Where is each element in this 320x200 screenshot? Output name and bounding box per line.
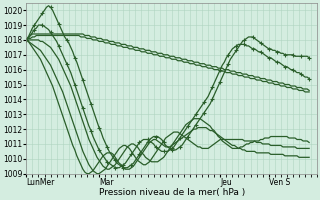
X-axis label: Pression niveau de la mer( hPa ): Pression niveau de la mer( hPa ) <box>99 188 245 197</box>
